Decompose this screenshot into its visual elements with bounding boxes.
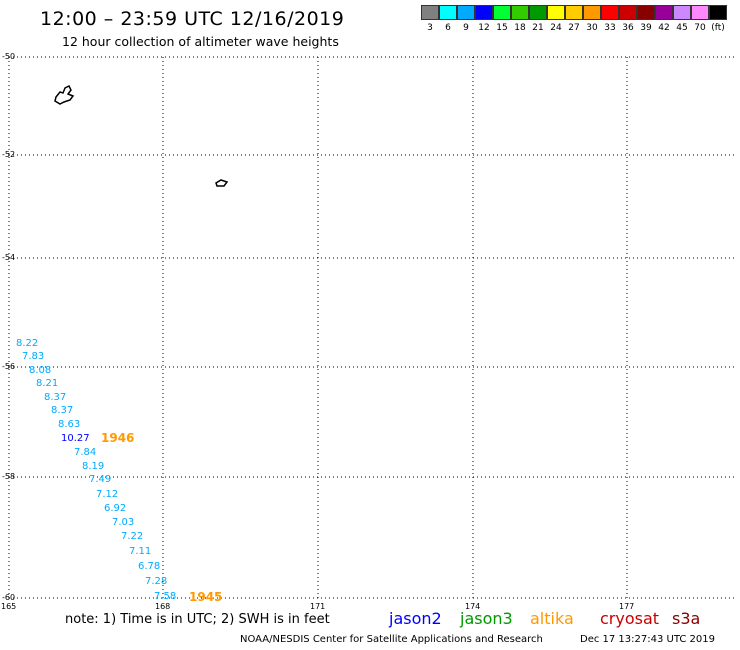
wave-height-value: 7.03	[112, 517, 135, 528]
wave-height-value: 7.83	[22, 351, 45, 362]
legend-swatch	[709, 5, 727, 20]
satellite-name: s3a	[672, 609, 701, 628]
legend-swatch	[565, 5, 583, 20]
land-outlines	[54, 84, 229, 187]
legend-swatch	[457, 5, 475, 20]
color-legend	[421, 5, 727, 20]
wave-height-value: 6.92	[104, 503, 127, 514]
satellite-name: altika	[530, 609, 574, 628]
legend-swatch	[493, 5, 511, 20]
time-label: 1946	[101, 431, 135, 445]
latitude-label: -54	[2, 253, 16, 262]
satellite-name: cryosat	[600, 609, 660, 628]
legend-label: 21	[532, 23, 544, 33]
legend-label: 27	[568, 23, 580, 33]
legend-label: 3	[427, 23, 433, 33]
legend-label: 9	[463, 23, 469, 33]
wave-height-value: 8.21	[36, 378, 59, 389]
footer-credit: NOAA/NESDIS Center for Satellite Applica…	[240, 634, 543, 645]
legend-label: 42	[658, 23, 670, 33]
wave-height-value: 8.22	[16, 338, 39, 349]
legend-swatch	[529, 5, 547, 20]
legend-swatch	[583, 5, 601, 20]
latitude-label: -56	[2, 362, 16, 371]
legend-label: 45	[676, 23, 688, 33]
legend-label: 33	[604, 23, 616, 33]
satellite-name: jason2	[389, 609, 442, 628]
chart-subtitle: 12 hour collection of altimeter wave hei…	[62, 34, 339, 49]
legend-label: 39	[640, 23, 652, 33]
legend-label: 18	[514, 23, 526, 33]
legend-label: 12	[478, 23, 490, 33]
lat-lon-grid	[8, 56, 735, 599]
footer-timestamp: Dec 17 13:27:43 UTC 2019	[580, 634, 715, 645]
wave-height-value: 8.37	[44, 392, 67, 403]
wave-height-value: 7.12	[96, 489, 119, 500]
satellite-name: jason3	[460, 609, 513, 628]
wave-height-value: 10.27	[61, 433, 90, 444]
legend-swatch	[475, 5, 493, 20]
longitude-label: 171	[310, 602, 326, 611]
legend-label: 70	[694, 23, 706, 33]
legend-swatch	[421, 5, 439, 20]
latitude-label: -58	[2, 472, 16, 481]
legend-label: 24	[550, 23, 562, 33]
wave-height-value: 8.19	[82, 461, 105, 472]
legend-swatch	[601, 5, 619, 20]
legend-swatch	[637, 5, 655, 20]
legend-swatch	[655, 5, 673, 20]
note-text: note: 1) Time is in UTC; 2) SWH is in fe…	[65, 612, 330, 627]
island-outline	[54, 84, 75, 105]
latitude-label: -52	[2, 150, 16, 159]
longitude-label: 168	[155, 602, 171, 611]
latitude-label: -50	[2, 52, 16, 61]
legend-label: (ft)	[711, 23, 725, 33]
wave-height-value: 7.49	[89, 474, 112, 485]
wave-height-value: 7.28	[145, 576, 168, 587]
legend-swatch	[439, 5, 457, 20]
legend-label: 15	[496, 23, 508, 33]
legend-label: 36	[622, 23, 634, 33]
color-legend-labels: 3 6 9 12 15 18 21 24 27 30 33 36 39 42 45 70 (ft)	[421, 23, 727, 33]
wave-height-value: 8.08	[29, 365, 52, 376]
time-label: 1945	[189, 590, 223, 604]
latitude-label: -60	[2, 593, 16, 602]
legend-swatch	[511, 5, 529, 20]
wave-height-value: 7.22	[121, 531, 144, 542]
wave-height-value: 6.78	[138, 561, 161, 572]
wave-height-value: 7.11	[129, 546, 152, 557]
legend-label: 30	[586, 23, 598, 33]
chart-title: 12:00 – 23:59 UTC 12/16/2019	[40, 8, 345, 30]
legend-label: 6	[445, 23, 451, 33]
wave-height-value: 8.63	[58, 419, 81, 430]
legend-swatch	[673, 5, 691, 20]
island-outline	[215, 179, 229, 187]
legend-swatch	[547, 5, 565, 20]
legend-swatch	[619, 5, 637, 20]
wave-height-value: 7.58	[154, 591, 177, 602]
longitude-label: 165	[1, 602, 17, 611]
longitude-label: 177	[619, 602, 635, 611]
wave-height-value: 7.84	[74, 447, 97, 458]
longitude-label: 174	[465, 602, 481, 611]
legend-swatch	[691, 5, 709, 20]
wave-height-value: 8.37	[51, 405, 74, 416]
